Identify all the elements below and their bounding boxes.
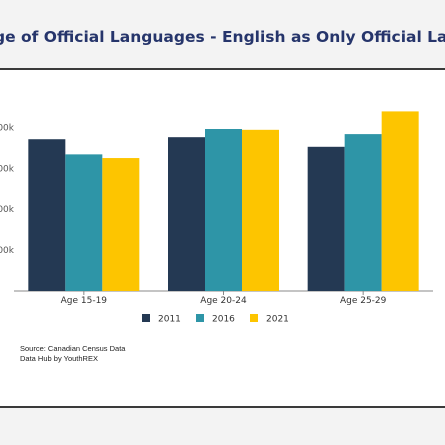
bar-2016-1 <box>65 154 103 291</box>
legend-swatch-2021 <box>250 314 258 322</box>
x-tick-label: Age 15-19 <box>61 296 108 306</box>
y-tick-label: 00k <box>0 205 15 215</box>
y-tick-label: 00k <box>0 246 15 256</box>
source-credit: Data Hub by YouthREX <box>20 354 98 363</box>
y-tick-label: 00k <box>0 123 15 133</box>
source-note: Source: Canadian Census Data Data Hub by… <box>20 344 125 364</box>
legend-swatch-2011 <box>142 314 150 322</box>
bar-2016-3 <box>344 134 382 291</box>
x-tick-label: Age 25-29 <box>340 296 387 306</box>
legend-label-2011: 2011 <box>158 315 181 325</box>
bar-2011-1 <box>28 139 66 291</box>
bar-2021-1 <box>102 158 140 291</box>
bar-2011-3 <box>307 146 345 291</box>
bar-2021-2 <box>242 129 279 291</box>
x-tick-label: Age 20-24 <box>200 296 247 306</box>
legend-label-2021: 2021 <box>266 315 289 325</box>
bar-2011-2 <box>168 137 205 291</box>
legend-label-2016: 2016 <box>212 315 235 325</box>
chart-title: ge of Official Languages - English as On… <box>0 28 445 46</box>
bar-2016-2 <box>205 129 242 291</box>
y-tick-label: 00k <box>0 164 15 174</box>
source-line: Source: Canadian Census Data <box>20 344 126 353</box>
bar-2021-3 <box>381 111 419 291</box>
legend-swatch-2016 <box>196 314 204 322</box>
